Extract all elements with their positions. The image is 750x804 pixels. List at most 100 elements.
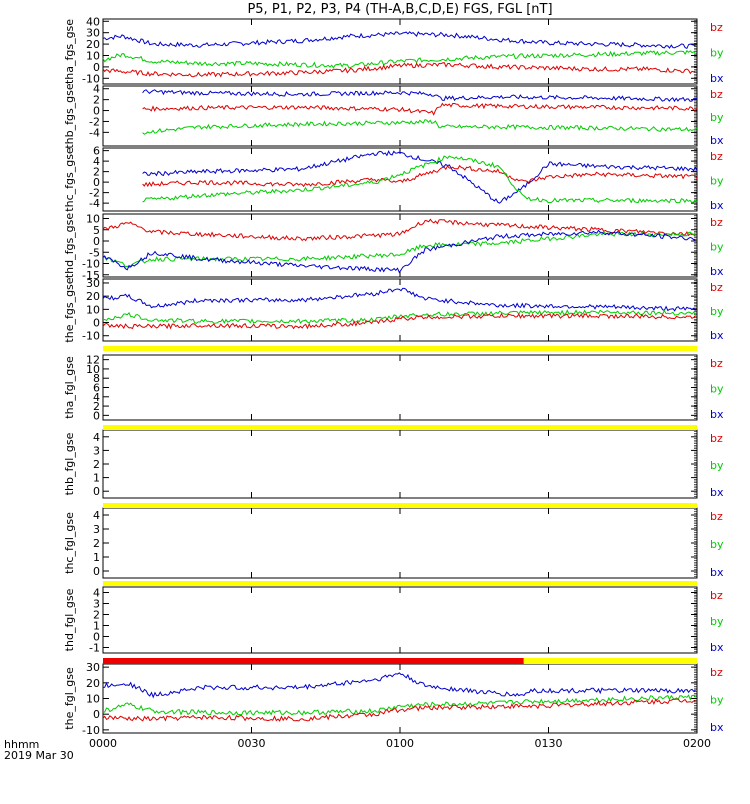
ytick-label: 0 — [93, 631, 100, 644]
series-bx-line — [102, 229, 696, 274]
ytick-label: -10 — [82, 330, 100, 343]
data-flag-bar — [103, 425, 697, 430]
ytick-label: 1 — [93, 472, 100, 485]
panel-ylabel: thb_fgs_gse — [63, 83, 76, 149]
legend-by: by — [710, 47, 724, 60]
legend-bz: bz — [710, 21, 723, 34]
panel-ylabel: thc_fgl_gse — [63, 512, 76, 574]
ytick-label: 2 — [93, 94, 100, 107]
legend-by: by — [710, 538, 724, 551]
ytick-label: 4 — [93, 431, 100, 444]
legend-bz: bz — [710, 216, 723, 229]
series-by-line — [142, 155, 698, 204]
legend-by: by — [710, 694, 724, 707]
panel-ylabel: the_fgl_gse — [63, 667, 76, 730]
xtick-label: 0100 — [386, 737, 414, 750]
xtick-label: 0030 — [238, 737, 266, 750]
legend-by: by — [710, 459, 724, 472]
legend-bz: bz — [710, 357, 723, 370]
data-flag-bar — [103, 581, 697, 586]
series-by-line — [102, 309, 696, 325]
panel-ylabel: thc_fgs_gse — [63, 147, 76, 212]
ytick-label: 30 — [86, 661, 100, 674]
panel-frame — [102, 586, 698, 654]
legend-bz: bz — [710, 281, 723, 294]
ytick-label: 2 — [93, 609, 100, 622]
legend-by: by — [710, 241, 724, 254]
xaxis-label-line2: 2019 Mar 30 — [4, 749, 74, 762]
ytick-label: 40 — [86, 15, 100, 28]
legend-bx: bx — [710, 265, 724, 278]
ytick-label: -15 — [82, 269, 100, 282]
ytick-label: 0 — [93, 485, 100, 498]
panel-ylabel: tha_fgs_gse — [63, 19, 76, 84]
ytick-label: -10 — [82, 258, 100, 271]
plot-title: P5, P1, P2, P3, P4 (TH-A,B,C,D,E) FGS, F… — [247, 2, 552, 17]
series-bz-line — [102, 312, 696, 330]
ytick-label: 6 — [93, 382, 100, 395]
series-bx-line — [102, 287, 696, 312]
ytick-label: -1 — [89, 642, 100, 655]
ytick-label: 10 — [86, 363, 100, 376]
ytick-label: 4 — [93, 509, 100, 522]
ytick-label: 2 — [93, 400, 100, 413]
ytick-label: -2 — [89, 115, 100, 128]
ytick-label: 0 — [93, 61, 100, 74]
series-bx-line — [142, 150, 698, 204]
ytick-label: 4 — [93, 587, 100, 600]
panel-ylabel: thb_fgl_gse — [63, 432, 76, 495]
series-by-line — [102, 694, 696, 716]
legend-bx: bx — [710, 329, 724, 342]
series-bz-line — [102, 218, 696, 242]
ytick-label: 10 — [86, 693, 100, 706]
panel-frame — [102, 663, 698, 734]
ytick-label: 8 — [93, 372, 100, 385]
data-flag-bar — [523, 658, 697, 664]
series-bx-line — [102, 31, 696, 50]
legend-bx: bx — [710, 199, 724, 212]
panel-ylabel: tha_fgl_gse — [63, 356, 76, 419]
ytick-label: 12 — [86, 354, 100, 367]
ytick-label: 3 — [93, 444, 100, 457]
series-by-line — [142, 119, 698, 135]
panel-frame — [102, 429, 698, 499]
ytick-label: 10 — [86, 49, 100, 62]
legend-bx: bx — [710, 408, 724, 421]
xtick-label: 0000 — [89, 737, 117, 750]
ytick-label: 6 — [93, 145, 100, 158]
ytick-label: 10 — [86, 213, 100, 226]
series-bz-line — [142, 102, 698, 116]
legend-bz: bz — [710, 510, 723, 523]
ytick-label: 2 — [93, 537, 100, 550]
ytick-label: 0 — [93, 565, 100, 578]
ytick-label: -2 — [89, 187, 100, 200]
ytick-label: 2 — [93, 458, 100, 471]
legend-bz: bz — [710, 88, 723, 101]
ytick-label: 30 — [86, 27, 100, 40]
xaxis-label-line1: hhmm — [4, 738, 39, 751]
panel-frame — [102, 354, 698, 421]
series-bz-line — [142, 164, 698, 188]
ytick-label: 20 — [86, 38, 100, 51]
panel-frame — [102, 147, 698, 212]
panel-ylabel: the_fgs_gse — [63, 277, 76, 342]
legend-by: by — [710, 111, 724, 124]
panel-frame — [102, 278, 698, 342]
ytick-label: -4 — [89, 197, 100, 210]
legend-bx: bx — [710, 566, 724, 579]
ytick-label: 0 — [93, 105, 100, 118]
legend-by: by — [710, 615, 724, 628]
panel-frame — [102, 85, 698, 147]
ytick-label: -10 — [82, 724, 100, 737]
ytick-label: 3 — [93, 598, 100, 611]
ytick-label: -4 — [89, 126, 100, 139]
legend-by: by — [710, 383, 724, 396]
ytick-label: 30 — [86, 277, 100, 290]
ytick-label: 3 — [93, 523, 100, 536]
legend-bz: bz — [710, 432, 723, 445]
ytick-label: 1 — [93, 620, 100, 633]
panel-ylabel: thd_fgl_gse — [63, 588, 76, 651]
ytick-label: 20 — [86, 677, 100, 690]
